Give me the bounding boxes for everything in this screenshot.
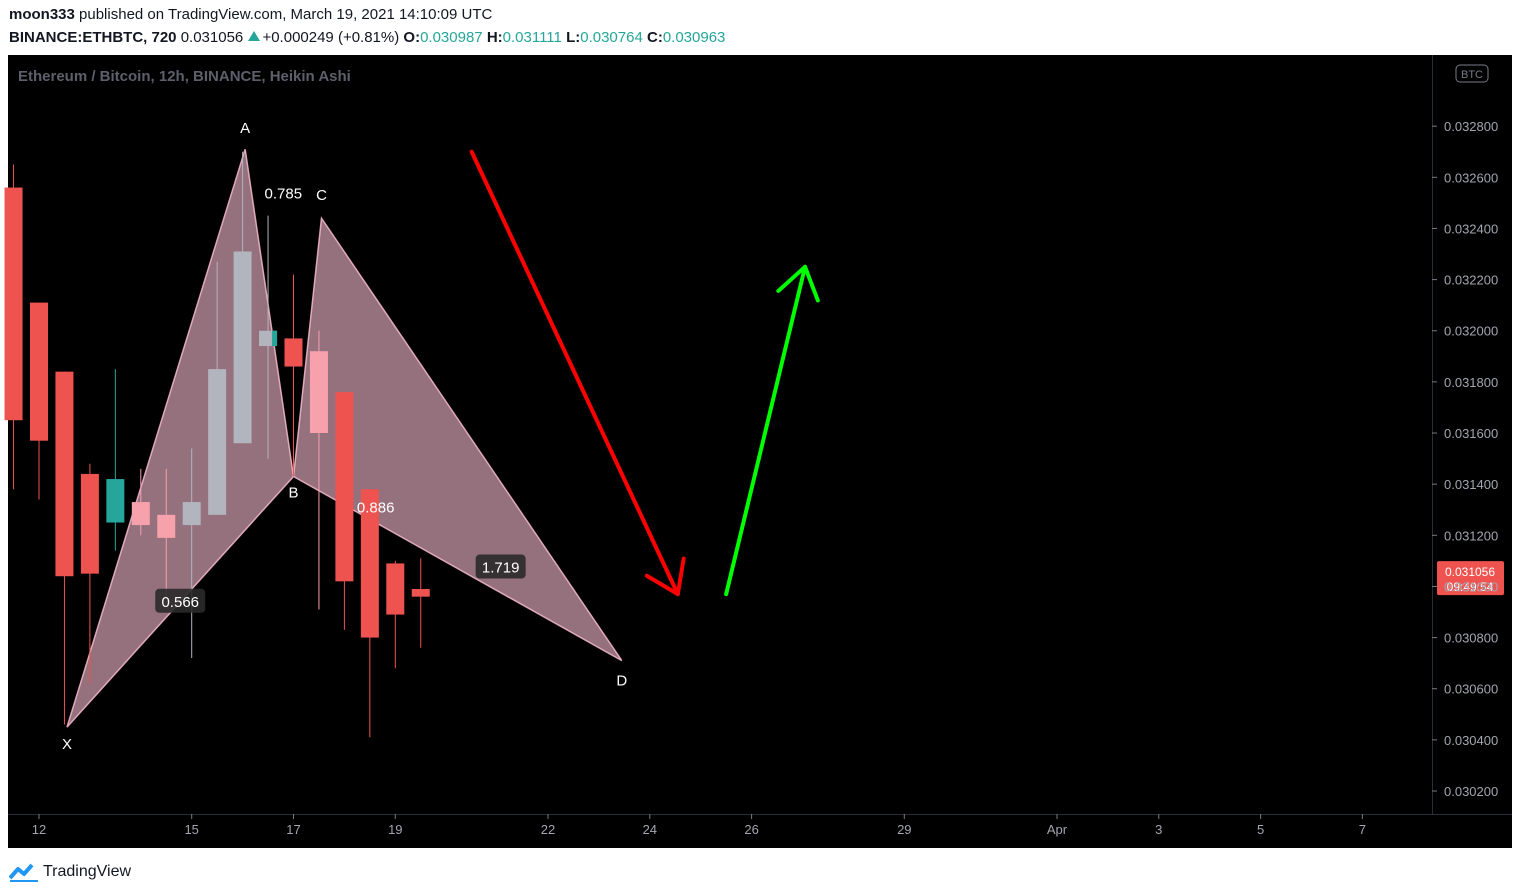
candle-body[interactable]: [157, 514, 176, 538]
y-tick-label: 0.031400: [1444, 477, 1498, 492]
ratio-label-box: [475, 554, 526, 579]
x-tick-label: 7: [1359, 822, 1366, 837]
x-tick-label: 3: [1155, 822, 1162, 837]
low-label: L:: [566, 29, 581, 46]
x-tick-label: 24: [643, 822, 657, 837]
price-change: +0.000249 (+0.81%): [262, 29, 400, 46]
candle-body[interactable]: [131, 502, 150, 526]
y-tick-label: 0.031600: [1444, 426, 1498, 441]
candle-body[interactable]: [208, 369, 227, 515]
pattern-point-label: C: [316, 187, 327, 204]
last-price-tag-value: 0.031056: [1445, 565, 1495, 579]
candle-body[interactable]: [360, 489, 379, 638]
candle-body[interactable]: [4, 187, 23, 421]
candle-body[interactable]: [335, 392, 354, 582]
candle-body[interactable]: [106, 479, 125, 523]
bar-countdown: 09:49:54: [1447, 580, 1494, 594]
green-arrow-shaft[interactable]: [724, 264, 808, 597]
candle-body[interactable]: [30, 302, 48, 441]
open-value: 0.030987: [420, 29, 483, 46]
currency-badge[interactable]: [1455, 64, 1489, 83]
low-value: 0.030764: [580, 29, 643, 46]
y-tick-label: 0.032600: [1444, 170, 1498, 185]
pattern-point-label: X: [62, 736, 72, 753]
candle-body[interactable]: [309, 351, 328, 434]
tradingview-brand: TradingView: [43, 863, 132, 880]
y-tick-label: 0.032400: [1444, 221, 1498, 236]
y-tick-label: 0.030800: [1444, 631, 1498, 646]
publish-info: published on TradingView.com, March 19, …: [79, 6, 493, 23]
pattern-ratio-label: 0.886: [357, 499, 395, 516]
x-tick-label: 19: [388, 822, 402, 837]
x-tick-label: 26: [744, 822, 758, 837]
x-tick-label: 5: [1257, 822, 1264, 837]
y-tick-label: 0.032800: [1444, 119, 1498, 134]
y-tick-label: 0.031200: [1444, 528, 1498, 543]
x-tick-label: 15: [184, 822, 198, 837]
red-arrow-shaft[interactable]: [469, 149, 680, 597]
tradingview-logo-icon: [9, 863, 38, 882]
x-tick-label: 22: [541, 822, 555, 837]
open-label: O:: [403, 29, 421, 46]
high-value: 0.031111: [502, 29, 562, 46]
candle-body[interactable]: [233, 251, 252, 444]
pattern-ratio-label: 1.719: [482, 560, 520, 577]
ratio-label-box: [155, 588, 206, 613]
publish-line: moon333 published on TradingView.com, Ma…: [9, 6, 492, 23]
symbol-line: BINANCE:ETHBTC, 720 0.031056 +0.000249 (…: [9, 29, 725, 46]
x-tick-label: 29: [897, 822, 911, 837]
author-name[interactable]: moon333: [9, 6, 75, 23]
candle-body[interactable]: [55, 371, 74, 577]
tradingview-footer[interactable]: TradingView: [9, 861, 131, 883]
y-tick-label: 0.032000: [1444, 324, 1498, 339]
x-tick-label: 12: [32, 822, 46, 837]
y-tick-label: 0.030600: [1444, 682, 1498, 697]
candle-body[interactable]: [411, 588, 430, 597]
candle-body[interactable]: [80, 473, 99, 574]
pattern-point-label: B: [288, 484, 298, 501]
candle-body[interactable]: [386, 563, 405, 615]
x-tick-label: Apr: [1047, 822, 1068, 837]
y-tick-label: 0.031000: [1444, 579, 1498, 594]
red-arrow-head[interactable]: [644, 556, 686, 597]
candle-body[interactable]: [284, 338, 303, 367]
last-price-tag[interactable]: [1437, 561, 1504, 596]
high-label: H:: [486, 29, 503, 46]
last-price: 0.031056: [180, 29, 244, 46]
chart-legend-title: Ethereum / Bitcoin, 12h, BINANCE, Heikin…: [18, 68, 351, 85]
y-tick-label: 0.030400: [1444, 733, 1498, 748]
pattern-point-label: D: [616, 673, 627, 690]
symbol-label[interactable]: BINANCE:ETHBTC, 720: [9, 29, 177, 46]
y-tick-label: 0.032200: [1444, 273, 1498, 288]
green-arrow-head[interactable]: [776, 264, 820, 303]
currency-badge-label: BTC: [1461, 69, 1483, 81]
pattern-ratio-label: 0.785: [265, 186, 303, 203]
pattern-triangle-bcd[interactable]: [292, 216, 623, 662]
close-value: 0.030963: [662, 29, 726, 46]
y-tick-label: 0.031800: [1444, 375, 1498, 390]
candle-body-accent: [272, 330, 278, 347]
y-tick-label: 0.030200: [1444, 784, 1498, 799]
close-label: C:: [646, 29, 663, 46]
pattern-point-label: A: [240, 120, 250, 137]
x-tick-label: 17: [286, 822, 300, 837]
candle-body[interactable]: [182, 502, 201, 526]
pattern-ratio-label: 0.566: [161, 594, 199, 611]
up-triangle-icon: [248, 31, 261, 41]
